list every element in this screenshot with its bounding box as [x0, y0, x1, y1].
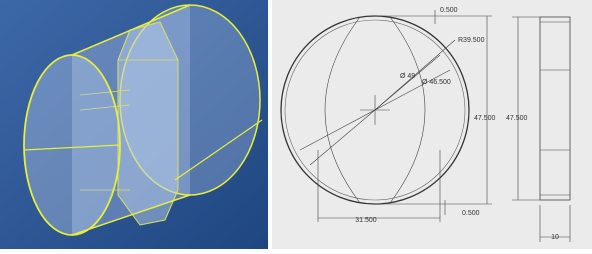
- dimension-label: 10: [551, 234, 559, 241]
- page: {"drawing": {"dimensions": {"top_gap": "…: [0, 0, 592, 249]
- dimension-label: Ø 46.500: [422, 79, 451, 86]
- dimension-label: Ø 49: [400, 73, 415, 80]
- dimension-label: 31.500: [355, 217, 377, 224]
- drawing-view: 0.500 R39.500 Ø 49 Ø 46.500 47.500 47.50…: [272, 0, 592, 249]
- dimension-label: 47.500: [474, 115, 496, 122]
- dimension-label: 0.500: [462, 210, 480, 217]
- dimension-label: R39.500: [458, 37, 485, 44]
- model-view: [0, 0, 268, 249]
- dimension-label: 47.500: [506, 115, 528, 122]
- screenshot: 0.500 R39.500 Ø 49 Ø 46.500 47.500 47.50…: [0, 0, 592, 249]
- dimension-label: 0.500: [440, 7, 458, 14]
